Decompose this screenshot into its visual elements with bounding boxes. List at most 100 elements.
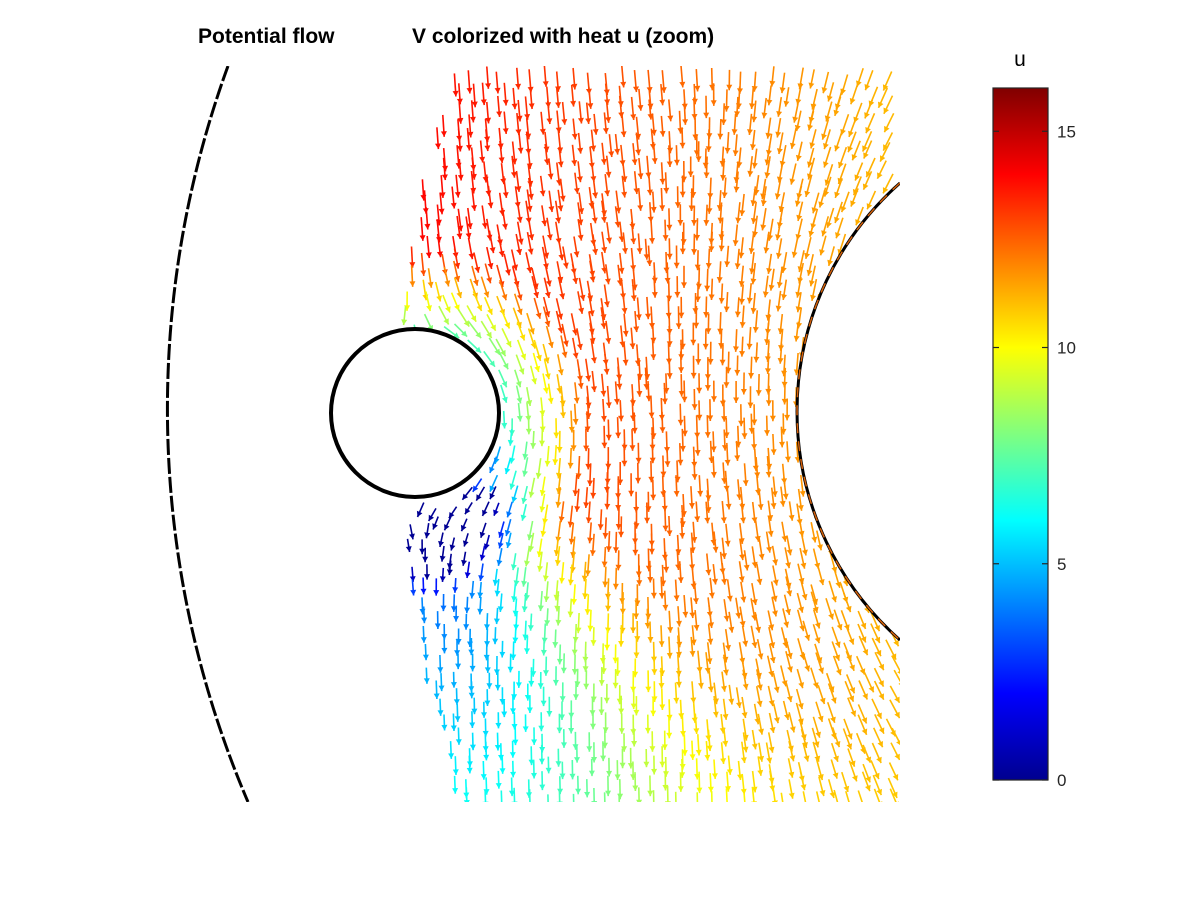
quiver-arrow-head <box>535 472 542 479</box>
quiver-arrow <box>830 759 839 779</box>
quiver-arrow-head <box>720 174 727 181</box>
quiver-arrow <box>516 221 524 245</box>
quiver-arrow-head <box>666 161 673 167</box>
quiver-arrow-head <box>710 471 717 478</box>
quiver-arrow-head <box>836 623 843 631</box>
quiver-arrow-head <box>773 686 780 693</box>
quiver-arrow <box>708 577 715 599</box>
quiver-arrow-head <box>410 589 417 596</box>
quiver-arrow-head <box>490 324 496 331</box>
quiver-arrow-head <box>734 111 741 117</box>
quiver-arrow <box>500 384 508 404</box>
quiver-arrow-head <box>706 208 713 214</box>
quiver-arrow <box>649 221 655 244</box>
quiver-arrow-head <box>541 220 548 227</box>
quiver-arrow-head <box>577 117 584 124</box>
quiver-arrow-head <box>662 235 669 241</box>
quiver-arrow <box>618 400 624 422</box>
quiver-arrow-head <box>664 801 671 802</box>
quiver-arrow <box>741 417 748 439</box>
quiver-arrow-head <box>554 559 561 566</box>
quiver-arrow-head <box>861 728 868 735</box>
quiver-arrow <box>786 535 793 556</box>
quiver-arrow <box>767 732 775 753</box>
quiver-arrow-head <box>754 535 761 542</box>
quiver-arrow <box>767 685 775 707</box>
quiver-arrow <box>481 501 490 517</box>
quiver-arrow <box>568 715 575 734</box>
quiver-arrow-head <box>690 339 697 346</box>
quiver-arrow-head <box>726 769 733 775</box>
quiver-arrow-head <box>768 624 775 631</box>
quiver-arrow-head <box>498 531 504 538</box>
quiver-arrow-head <box>766 463 773 470</box>
quiver-arrow-head <box>483 754 490 761</box>
quiver-arrow-head <box>501 711 508 718</box>
quiver-arrow-head <box>738 420 745 427</box>
quiver-arrow <box>726 69 733 91</box>
quiver-arrow <box>500 790 503 802</box>
quiver-arrow <box>570 84 577 107</box>
quiver-arrow-head <box>779 441 785 448</box>
quiver-arrow-head <box>540 530 547 537</box>
quiver-arrow-head <box>544 620 551 626</box>
quiver-arrow-head <box>734 455 741 461</box>
quiver-arrow-head <box>738 252 745 259</box>
quiver-arrow-head <box>537 565 543 572</box>
quiver-arrow <box>456 128 463 152</box>
quiver-arrow-head <box>450 606 457 612</box>
quiver-arrow-head <box>818 201 825 208</box>
quiver-arrow-head <box>553 432 560 439</box>
quiver-arrow <box>612 668 619 689</box>
quiver-arrow-head <box>455 663 462 670</box>
quiver-arrow <box>583 428 590 452</box>
quiver-arrow-head <box>477 592 484 599</box>
quiver-arrow <box>602 517 609 539</box>
quiver-arrow <box>666 145 673 168</box>
quiver-arrow <box>782 608 790 628</box>
quiver-arrow-head <box>484 700 491 706</box>
quiver-arrow <box>546 100 553 125</box>
quiver-arrow <box>751 786 757 802</box>
quiver-arrow-head <box>769 785 776 792</box>
quiver-arrow <box>634 584 641 607</box>
quiver-arrow-head <box>667 147 674 154</box>
quiver-arrow <box>455 727 462 745</box>
quiver-arrow <box>733 381 740 403</box>
quiver-arrow-head <box>568 426 575 433</box>
quiver-arrow-head <box>808 82 815 89</box>
quiver-arrow-head <box>651 292 658 298</box>
quiver-arrow <box>538 744 545 765</box>
quiver-arrow-head <box>487 202 494 209</box>
quiver-arrow <box>438 192 445 215</box>
quiver-arrow-head <box>501 422 508 429</box>
quiver-arrow <box>475 486 486 502</box>
quiver-arrow-head <box>835 232 841 239</box>
quiver-arrow <box>479 522 487 539</box>
quiver-arrow <box>448 506 458 519</box>
quiver-arrow <box>567 598 574 618</box>
quiver-arrow <box>416 502 425 518</box>
quiver-arrow <box>545 756 552 774</box>
quiver-arrow-head <box>758 755 765 762</box>
quiver-arrow-head <box>706 658 713 664</box>
quiver-arrow-head <box>559 696 566 702</box>
quiver-arrow-head <box>689 650 696 657</box>
quiver-arrow <box>818 776 826 797</box>
quiver-arrow-head <box>522 726 529 732</box>
quiver-arrow <box>547 794 549 802</box>
quiver-arrow <box>618 695 625 715</box>
quiver-arrow-head <box>677 786 684 792</box>
quiver-arrow-head <box>723 615 730 622</box>
quiver-arrow <box>578 277 586 301</box>
quiver-arrow-head <box>605 117 612 123</box>
quiver-arrow-head <box>557 313 564 320</box>
quiver-arrow <box>598 666 605 686</box>
quiver-arrow <box>511 787 518 802</box>
quiver-arrow <box>600 142 607 165</box>
inner-cylinder-boundary <box>329 327 501 499</box>
quiver-arrow-head <box>862 649 869 656</box>
quiver-arrow-head <box>467 131 474 138</box>
quiver-arrow <box>677 443 684 466</box>
